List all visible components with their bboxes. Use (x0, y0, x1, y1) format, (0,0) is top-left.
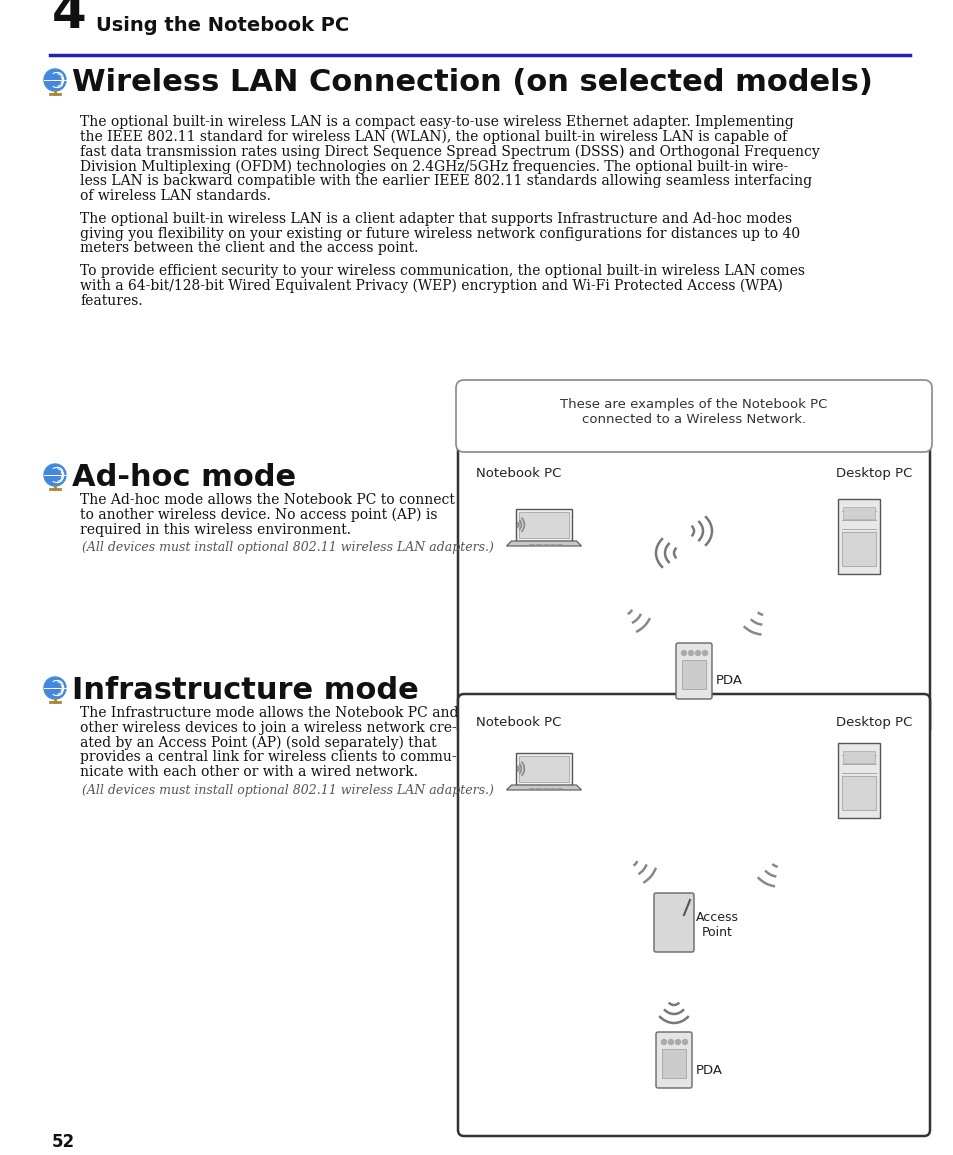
Text: other wireless devices to join a wireless network cre-: other wireless devices to join a wireles… (80, 721, 456, 735)
Circle shape (688, 650, 693, 656)
Text: The optional built-in wireless LAN is a client adapter that supports Infrastruct: The optional built-in wireless LAN is a … (80, 211, 791, 225)
Text: The Infrastructure mode allows the Notebook PC and: The Infrastructure mode allows the Noteb… (80, 706, 458, 720)
Text: Desktop PC: Desktop PC (835, 467, 911, 480)
Text: the IEEE 802.11 standard for wireless LAN (WLAN), the optional built-in wireless: the IEEE 802.11 standard for wireless LA… (80, 129, 786, 144)
Circle shape (680, 650, 686, 656)
FancyBboxPatch shape (842, 507, 874, 519)
FancyBboxPatch shape (837, 499, 879, 574)
Circle shape (44, 464, 66, 486)
Text: ated by an Access Point (AP) (sold separately) that: ated by an Access Point (AP) (sold separ… (80, 736, 436, 750)
Text: with a 64-bit/128-bit Wired Equivalent Privacy (WEP) encryption and Wi-Fi Protec: with a 64-bit/128-bit Wired Equivalent P… (80, 280, 782, 293)
Text: Notebook PC: Notebook PC (476, 467, 560, 480)
Circle shape (44, 69, 66, 91)
Text: PDA: PDA (696, 1064, 722, 1076)
Text: These are examples of the Notebook PC
connected to a Wireless Network.: These are examples of the Notebook PC co… (559, 398, 827, 426)
FancyBboxPatch shape (676, 643, 711, 699)
Polygon shape (506, 541, 581, 546)
Text: PDA: PDA (716, 675, 742, 687)
FancyBboxPatch shape (457, 694, 929, 1137)
Text: The Ad-hoc mode allows the Notebook PC to connect: The Ad-hoc mode allows the Notebook PC t… (80, 493, 455, 507)
Text: features.: features. (80, 293, 143, 307)
FancyBboxPatch shape (516, 753, 571, 785)
Text: Desktop PC: Desktop PC (835, 716, 911, 729)
FancyBboxPatch shape (841, 776, 875, 810)
Circle shape (668, 1040, 673, 1044)
Circle shape (675, 1040, 679, 1044)
Text: meters between the client and the access point.: meters between the client and the access… (80, 241, 418, 255)
Text: fast data transmission rates using Direct Sequence Spread Spectrum (DSSS) and Or: fast data transmission rates using Direc… (80, 144, 819, 159)
Text: Division Multiplexing (OFDM) technologies on 2.4GHz/5GHz frequencies. The option: Division Multiplexing (OFDM) technologie… (80, 159, 787, 173)
Text: 4: 4 (52, 0, 87, 38)
FancyBboxPatch shape (518, 755, 568, 782)
Text: of wireless LAN standards.: of wireless LAN standards. (80, 189, 271, 203)
Polygon shape (506, 785, 581, 790)
Text: Ad-hoc mode: Ad-hoc mode (71, 463, 295, 492)
FancyBboxPatch shape (518, 512, 568, 538)
FancyBboxPatch shape (516, 508, 571, 541)
FancyBboxPatch shape (457, 445, 929, 735)
FancyBboxPatch shape (841, 531, 875, 566)
Text: (All devices must install optional 802.11 wireless LAN adapters.): (All devices must install optional 802.1… (70, 784, 494, 797)
Circle shape (701, 650, 707, 656)
Text: less LAN is backward compatible with the earlier IEEE 802.11 standards allowing : less LAN is backward compatible with the… (80, 174, 811, 188)
FancyBboxPatch shape (681, 661, 705, 690)
Text: Infrastructure mode: Infrastructure mode (71, 676, 418, 705)
Text: (All devices must install optional 802.11 wireless LAN adapters.): (All devices must install optional 802.1… (70, 542, 494, 554)
Text: to another wireless device. No access point (AP) is: to another wireless device. No access po… (80, 508, 437, 522)
Text: Wireless LAN Connection (on selected models): Wireless LAN Connection (on selected mod… (71, 68, 872, 97)
Text: Access
Point: Access Point (696, 911, 739, 939)
FancyBboxPatch shape (842, 751, 874, 762)
FancyBboxPatch shape (837, 743, 879, 818)
FancyBboxPatch shape (661, 1050, 685, 1078)
FancyBboxPatch shape (456, 380, 931, 452)
Text: giving you flexibility on your existing or future wireless network configuration: giving you flexibility on your existing … (80, 226, 800, 240)
Text: required in this wireless environment.: required in this wireless environment. (80, 522, 351, 537)
FancyBboxPatch shape (654, 893, 693, 952)
Text: nicate with each other or with a wired network.: nicate with each other or with a wired n… (80, 766, 417, 780)
Circle shape (44, 677, 66, 699)
Text: The optional built-in wireless LAN is a compact easy-to-use wireless Ethernet ad: The optional built-in wireless LAN is a … (80, 116, 793, 129)
Circle shape (660, 1040, 666, 1044)
Circle shape (695, 650, 700, 656)
Text: provides a central link for wireless clients to commu-: provides a central link for wireless cli… (80, 751, 456, 765)
Text: Notebook PC: Notebook PC (476, 716, 560, 729)
Text: To provide efficient security to your wireless communication, the optional built: To provide efficient security to your wi… (80, 264, 804, 278)
FancyBboxPatch shape (656, 1033, 691, 1088)
Text: Using the Notebook PC: Using the Notebook PC (96, 16, 349, 35)
Circle shape (681, 1040, 687, 1044)
Text: 52: 52 (52, 1133, 75, 1152)
